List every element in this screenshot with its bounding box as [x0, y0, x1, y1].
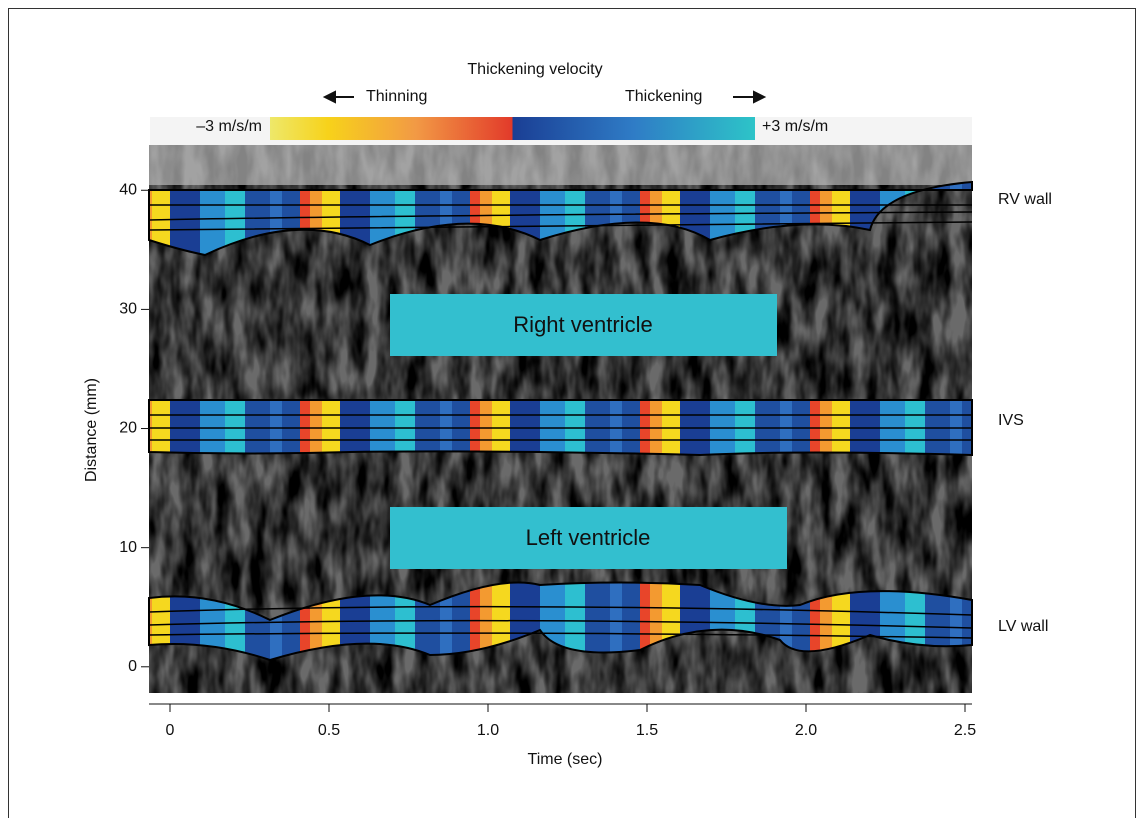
- y-tick-label: 10: [119, 539, 137, 556]
- y-axis-label: Distance (mm): [83, 378, 100, 482]
- echo-image: [149, 145, 972, 693]
- y-tick-label: 0: [128, 658, 137, 675]
- arrow-right: [733, 92, 764, 102]
- region-label: Left ventricle: [526, 525, 651, 550]
- region-label: Right ventricle: [513, 312, 652, 337]
- x-tick-label: 1.5: [636, 722, 658, 739]
- x-tick-label: 2.5: [954, 722, 976, 739]
- y-tick-label: 20: [119, 420, 137, 437]
- colorbar-min: –3 m/s/m: [196, 118, 262, 135]
- x-tick-label: 0: [166, 722, 175, 739]
- colorbar-title: Thickening velocity: [467, 61, 602, 78]
- y-tick-label: 40: [119, 181, 137, 198]
- wall-label: LV wall: [998, 618, 1048, 635]
- x-tick-label: 0.5: [318, 722, 340, 739]
- colorbar: [270, 117, 755, 140]
- arrow-left: [325, 92, 354, 102]
- y-tick-label: 30: [119, 301, 137, 318]
- wall-label: IVS: [998, 412, 1024, 429]
- wall-label: RV wall: [998, 191, 1052, 208]
- direction-label: Thickening: [625, 88, 702, 105]
- figure: Thickening velocity Thinning Thickening …: [0, 0, 1144, 818]
- x-tick-label: 1.0: [477, 722, 499, 739]
- direction-label: Thinning: [366, 88, 427, 105]
- x-tick-label: 2.0: [795, 722, 817, 739]
- colorbar-max: +3 m/s/m: [762, 118, 828, 135]
- x-axis-label: Time (sec): [528, 751, 603, 768]
